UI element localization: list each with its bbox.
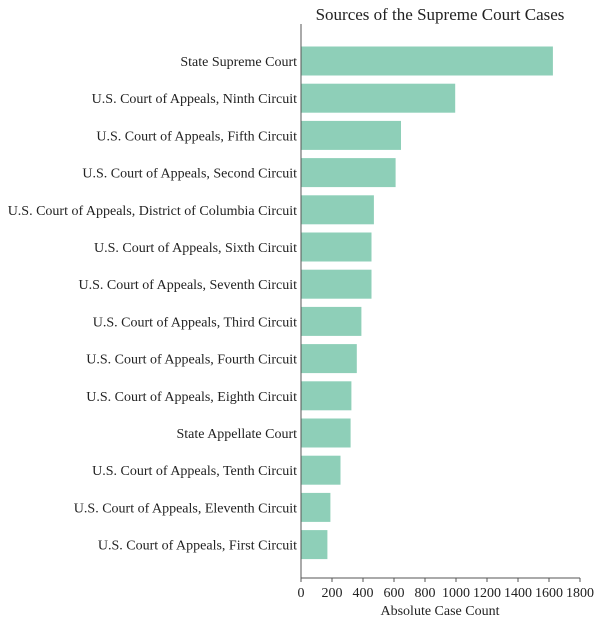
bar (301, 418, 351, 448)
bar (301, 306, 362, 336)
bar (301, 83, 456, 113)
category-label: U.S. Court of Appeals, Third Circuit (93, 315, 297, 330)
category-label: U.S. Court of Appeals, District of Colum… (8, 204, 297, 219)
category-label: U.S. Court of Appeals, Eleventh Circuit (74, 501, 297, 516)
bar (301, 195, 374, 225)
bar (301, 455, 341, 485)
x-tick-label: 800 (415, 586, 436, 601)
category-label: U.S. Court of Appeals, Seventh Circuit (78, 278, 297, 293)
category-label: State Supreme Court (180, 55, 297, 70)
x-tick-label: 1800 (566, 586, 594, 601)
x-axis-ticks: 0 200 400 600 800 1000 1200 1400 1600 1800 (298, 578, 594, 601)
category-label: U.S. Court of Appeals, Fifth Circuit (96, 129, 297, 144)
category-label: U.S. Court of Appeals, Fourth Circuit (86, 353, 297, 368)
x-tick-label: 400 (353, 586, 374, 601)
x-tick-label: 1600 (535, 586, 563, 601)
x-tick-label: 600 (384, 586, 405, 601)
category-label: U.S. Court of Appeals, Eighth Circuit (86, 390, 297, 405)
x-tick-label: 1200 (473, 586, 501, 601)
bar (301, 158, 396, 188)
bar (301, 232, 372, 262)
bar (301, 344, 357, 374)
x-tick-label: 0 (298, 586, 305, 601)
x-axis-label: Absolute Case Count (381, 604, 500, 619)
x-tick-label: 1000 (442, 586, 470, 601)
category-label: U.S. Court of Appeals, Ninth Circuit (92, 92, 297, 107)
category-label: U.S. Court of Appeals, Tenth Circuit (92, 464, 297, 479)
category-labels: State Supreme Court U.S. Court of Appeals… (8, 55, 297, 554)
bar (301, 120, 401, 150)
x-tick-label: 200 (322, 586, 343, 601)
category-label: U.S. Court of Appeals, Second Circuit (82, 167, 297, 182)
bar (301, 269, 372, 299)
category-label: U.S. Court of Appeals, First Circuit (98, 539, 297, 554)
category-label: State Appellate Court (176, 427, 297, 442)
x-tick-label: 1400 (504, 586, 532, 601)
bar (301, 530, 328, 560)
category-label: U.S. Court of Appeals, Sixth Circuit (94, 241, 297, 256)
bar (301, 492, 331, 522)
bar (301, 381, 352, 411)
bars-group (301, 46, 553, 560)
chart-title: Sources of the Supreme Court Cases (316, 5, 565, 24)
bar (301, 46, 553, 76)
